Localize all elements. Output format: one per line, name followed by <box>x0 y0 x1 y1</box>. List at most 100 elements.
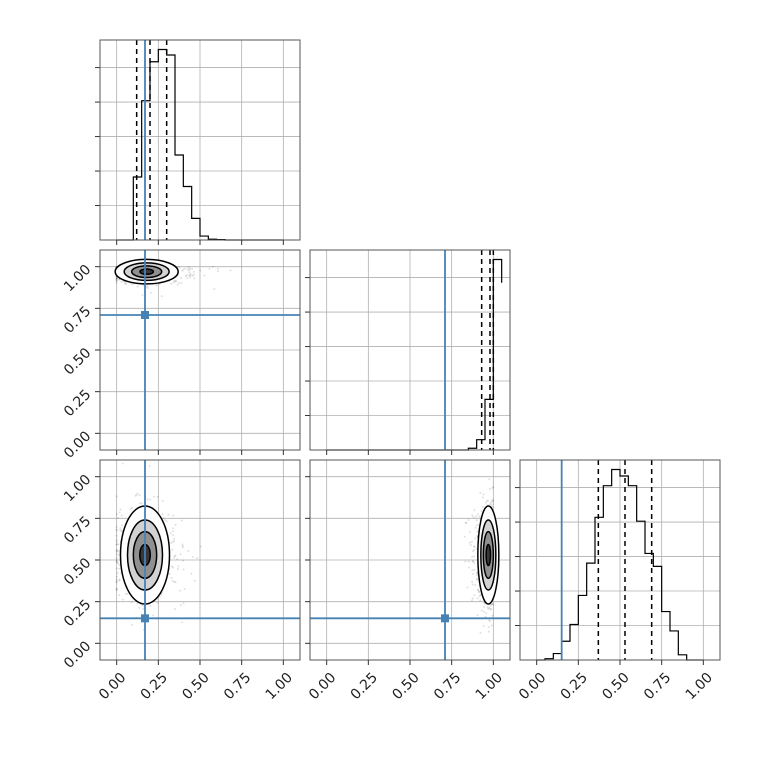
sample-point <box>476 530 479 533</box>
density-contour <box>485 543 492 567</box>
y-tick-label: 0.25 <box>61 387 94 420</box>
sample-point <box>118 511 121 514</box>
sample-point <box>130 601 133 604</box>
sample-point <box>183 267 186 270</box>
sample-point <box>141 294 144 297</box>
sample-point <box>469 544 472 547</box>
sample-point <box>485 612 488 615</box>
sample-point <box>124 592 127 595</box>
y-tick-label: 0.75 <box>61 513 94 546</box>
sample-point <box>170 565 173 568</box>
sample-point <box>176 283 179 286</box>
sample-point <box>486 499 489 502</box>
sample-point <box>188 271 191 274</box>
sample-point <box>466 586 469 589</box>
density-contour <box>139 268 155 276</box>
sample-point <box>178 282 181 285</box>
sample-point <box>126 592 129 595</box>
x-tick-label: 0.75 <box>431 670 464 703</box>
sample-point <box>135 493 138 496</box>
sample-point <box>115 277 118 280</box>
sample-point <box>476 614 479 617</box>
sample-point <box>480 609 483 612</box>
sample-point <box>177 565 180 568</box>
sample-point <box>476 589 479 592</box>
sample-point <box>477 590 480 593</box>
sample-point <box>119 529 122 532</box>
sample-point <box>179 553 182 556</box>
sample-point <box>480 510 483 513</box>
scatter-panel-0-1: 0.00 0.25 0.50 0.75 1.00 <box>61 249 301 462</box>
sample-point <box>116 516 119 519</box>
sample-point <box>138 494 141 497</box>
sample-point <box>115 277 118 280</box>
sample-point <box>117 562 120 565</box>
sample-point <box>192 273 195 276</box>
sample-point <box>149 291 152 294</box>
sample-point <box>156 495 159 498</box>
sample-point <box>162 517 165 520</box>
sample-point <box>115 587 118 590</box>
sample-point <box>472 555 475 558</box>
sample-point <box>184 275 187 278</box>
x-tick-label: 1.00 <box>473 670 506 703</box>
sample-point <box>179 604 182 607</box>
sample-point <box>491 602 494 605</box>
sample-point <box>464 521 467 524</box>
x-tick-label: 0.00 <box>516 670 549 703</box>
sample-point <box>481 496 484 499</box>
sample-point <box>174 580 177 583</box>
sample-point <box>484 615 487 618</box>
sample-point <box>115 575 118 578</box>
sample-point <box>124 282 127 285</box>
sample-point <box>464 560 467 563</box>
sample-point <box>475 519 478 522</box>
sample-point <box>478 591 481 594</box>
sample-point <box>473 509 476 512</box>
y-tick-label: 0.25 <box>61 597 94 630</box>
y-tick-label: 1.00 <box>61 472 94 505</box>
sample-point <box>161 499 164 502</box>
sample-point <box>119 508 122 511</box>
sample-point <box>121 529 124 532</box>
sample-point <box>171 527 174 530</box>
sample-point <box>185 274 188 277</box>
sample-point <box>478 515 481 518</box>
sample-point <box>121 462 124 465</box>
sample-point <box>482 505 485 508</box>
sample-point <box>115 553 118 556</box>
sample-point <box>471 514 474 517</box>
sample-point <box>487 499 490 502</box>
sample-point <box>199 269 202 272</box>
sample-point <box>187 265 190 268</box>
x-tick-label: 0.75 <box>221 670 254 703</box>
sample-point <box>119 527 122 530</box>
sample-point <box>181 543 184 546</box>
sample-point <box>484 501 487 504</box>
sample-point <box>475 572 478 575</box>
sample-point <box>487 630 490 633</box>
x-tick-label: 0.50 <box>599 670 632 703</box>
sample-point <box>172 534 175 537</box>
sample-point <box>490 624 493 627</box>
sample-point <box>170 282 173 285</box>
sample-point <box>465 522 468 525</box>
sample-point <box>170 541 173 544</box>
sample-point <box>140 502 143 505</box>
sample-point <box>182 568 185 571</box>
scatter-points <box>463 478 500 634</box>
sample-point <box>191 274 194 277</box>
sample-point <box>142 284 145 287</box>
sample-point <box>489 604 492 607</box>
sample-point <box>191 555 194 558</box>
sample-point <box>115 558 118 561</box>
sample-point <box>471 597 474 600</box>
sample-point <box>473 562 476 565</box>
sample-point <box>476 574 479 577</box>
x-tick-label: 0.00 <box>306 670 339 703</box>
sample-point <box>169 532 172 535</box>
x-tick-label: 0.50 <box>179 670 212 703</box>
sample-point <box>487 607 490 610</box>
x-tick-label: 0.50 <box>389 670 422 703</box>
